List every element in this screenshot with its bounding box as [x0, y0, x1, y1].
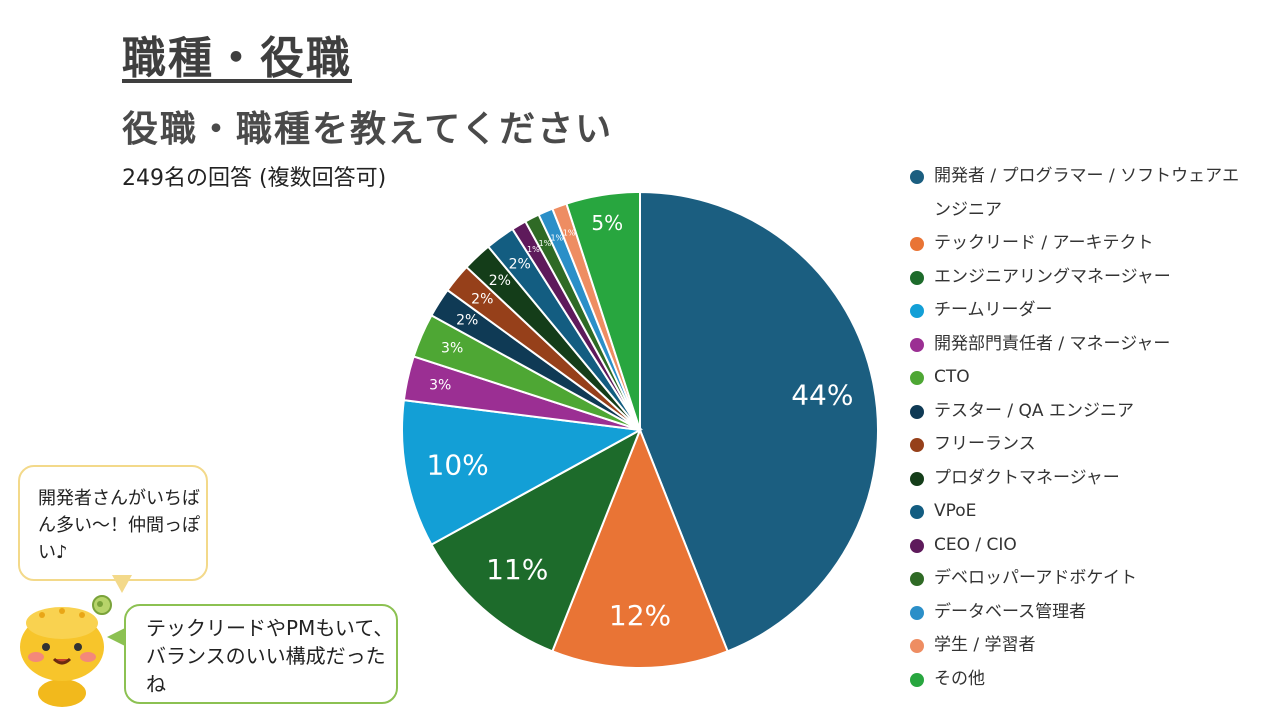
legend-label: その他	[934, 668, 985, 689]
legend-item-3: チームリーダー	[908, 294, 1248, 328]
pie-label-4: 3%	[429, 377, 451, 393]
legend-swatch	[910, 371, 924, 385]
legend-label: CTO	[934, 367, 970, 387]
pie-label-3: 10%	[427, 448, 489, 481]
legend-label: テックリード / アーキテクト	[934, 233, 1154, 253]
page-subtitle: 役職・職種を教えてください	[122, 109, 614, 150]
pie-slice-2	[430, 427, 642, 653]
legend-item-9: VPoE	[908, 495, 1248, 529]
legend-item-5: CTO	[908, 361, 1248, 395]
legend-label: チームリーダー	[934, 300, 1053, 320]
legend-label: エンジニアリングマネージャー	[934, 266, 1171, 287]
legend-item-11: デベロッパーアドボケイト	[908, 562, 1248, 596]
pie-label-14: 5%	[591, 211, 623, 235]
pie-label-5: 3%	[441, 341, 463, 357]
pie-slice-3	[401, 399, 644, 547]
pie-slice-14	[565, 190, 641, 431]
legend-label: デベロッパーアドボケイト	[934, 568, 1137, 588]
pie-label-0: 44%	[791, 379, 853, 412]
pie-label-10: 1%	[527, 245, 540, 254]
page-title: 職種・役職	[122, 33, 352, 84]
legend-label: データベース管理者	[934, 601, 1087, 622]
legend-swatch	[910, 605, 924, 620]
legend-item-6: テスター / QA エンジニア	[908, 395, 1248, 429]
pie-label-1: 12%	[609, 599, 671, 632]
legend-item-13: 学生 / 学習者	[908, 629, 1248, 663]
legend-swatch	[910, 170, 924, 184]
speech-bubble-2: テックリードやPMもいて、バランスのいい構成だったね	[124, 604, 398, 704]
legend-swatch	[910, 404, 924, 419]
pie-label-13: 1%	[563, 228, 576, 237]
pie-label-7: 2%	[471, 292, 493, 308]
legend-item-4: 開発部門責任者 / マネージャー	[908, 328, 1248, 362]
legend-label: 開発者 / プログラマー / ソフトウェアエンジニア	[934, 166, 1240, 220]
legend-item-2: エンジニアリングマネージャー	[908, 261, 1248, 295]
legend-swatch	[910, 572, 924, 586]
mascot-character-icon	[20, 595, 112, 707]
legend-swatch	[910, 538, 924, 553]
pie-label-8: 2%	[489, 273, 511, 289]
legend-item-7: フリーランス	[908, 428, 1248, 462]
pie-label-2: 11%	[486, 553, 548, 586]
legend-swatch	[910, 505, 924, 519]
legend-swatch	[910, 639, 924, 653]
legend-swatch	[910, 337, 924, 352]
legend-item-8: プロダクトマネージャー	[908, 462, 1248, 496]
legend-label: CEO / CIO	[934, 534, 1017, 555]
legend-item-10: CEO / CIO	[908, 529, 1248, 563]
pie-label-9: 2%	[509, 256, 531, 272]
legend-label: VPoE	[934, 501, 977, 521]
legend-swatch	[910, 672, 924, 687]
legend-item-0: 開発者 / プログラマー / ソフトウェアエンジニア	[908, 160, 1248, 227]
pie-label-6: 2%	[456, 312, 478, 328]
legend-label: 開発部門責任者 / マネージャー	[934, 333, 1171, 354]
legend-swatch	[910, 270, 924, 285]
chart-legend: 開発者 / プログラマー / ソフトウェアエンジニアテックリード / アーキテク…	[908, 160, 1248, 696]
pie-label-12: 1%	[550, 233, 563, 242]
legend-label: テスター / QA エンジニア	[934, 400, 1134, 421]
pie-slice-1	[551, 427, 729, 669]
pie-label-11: 1%	[539, 239, 552, 248]
legend-swatch	[910, 304, 924, 318]
speech-bubble-2-tail	[107, 628, 125, 646]
legend-label: プロダクトマネージャー	[934, 467, 1120, 488]
speech-bubble-1: 開発者さんがいちばん多い〜！仲間っぽい♪	[18, 465, 208, 581]
speech-bubble-2-text: テックリードやPMもいて、バランスのいい構成だったね	[146, 616, 394, 696]
legend-label: フリーランス	[934, 434, 1036, 454]
speech-bubble-1-text: 開発者さんがいちばん多い〜！仲間っぽい♪	[38, 488, 200, 563]
legend-item-12: データベース管理者	[908, 596, 1248, 630]
pie-slice-0	[639, 190, 879, 653]
legend-item-14: その他	[908, 663, 1248, 697]
speech-bubble-1-tail	[112, 575, 132, 593]
legend-swatch	[910, 237, 924, 251]
legend-item-1: テックリード / アーキテクト	[908, 227, 1248, 261]
legend-swatch	[910, 438, 924, 452]
response-count-note: 249名の回答 (複数回答可)	[122, 166, 387, 191]
legend-label: 学生 / 学習者	[934, 635, 1036, 655]
legend-swatch	[910, 471, 924, 486]
